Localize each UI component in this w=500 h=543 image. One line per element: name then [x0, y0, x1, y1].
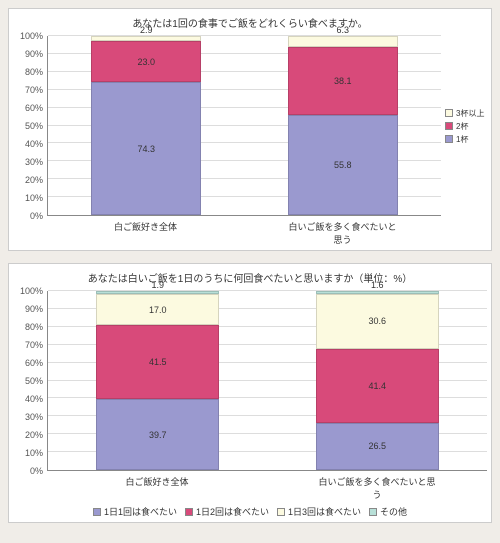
segment-value-label: 55.8	[334, 160, 352, 170]
bar-segment: 26.5	[316, 423, 439, 470]
y-tick: 10%	[25, 448, 43, 458]
y-tick: 80%	[25, 322, 43, 332]
chart-1-plot: 2.923.074.36.338.155.8	[47, 36, 441, 216]
legend-label: 1日3回は食べたい	[288, 505, 361, 518]
y-tick: 90%	[25, 49, 43, 59]
segment-value-label: 41.4	[368, 381, 386, 391]
legend-item: 2杯	[445, 121, 487, 132]
y-tick: 100%	[20, 31, 43, 41]
x-axis-label: 白ご飯好き全体	[95, 475, 218, 501]
bar-segment: 38.1	[288, 47, 398, 115]
chart-2-x-labels: 白ご飯好き全体 白いご飯を多く食べたいと思う	[47, 475, 487, 501]
segment-value-label: 6.3	[336, 25, 349, 35]
segment-value-label: 74.3	[137, 144, 155, 154]
bars-row: 2.923.074.36.338.155.8	[48, 36, 441, 215]
y-tick: 40%	[25, 139, 43, 149]
legend-label: 3杯以上	[456, 108, 484, 119]
y-tick: 20%	[25, 430, 43, 440]
segment-value-label: 2.9	[140, 25, 153, 35]
y-tick: 60%	[25, 103, 43, 113]
y-tick: 70%	[25, 340, 43, 350]
y-tick: 0%	[30, 466, 43, 476]
x-axis-label: 白いご飯を多く食べたいと思う	[287, 220, 397, 246]
chart-1-title: あなたは1回の食事でご飯をどれくらい食べますか。	[13, 15, 487, 30]
legend-item: 1日2回は食べたい	[185, 505, 269, 518]
legend-item: 3杯以上	[445, 108, 487, 119]
segment-value-label: 30.6	[368, 316, 386, 326]
legend-label: 1日1回は食べたい	[104, 505, 177, 518]
chart-2-title: あなたは白いご飯を1日のうちに何回食べたいと思いますか（単位：%）	[13, 270, 487, 285]
legend-swatch	[277, 508, 285, 516]
legend-swatch	[93, 508, 101, 516]
legend-swatch	[185, 508, 193, 516]
chart-1-y-axis: 0%10%20%30%40%50%60%70%80%90%100%	[13, 36, 47, 216]
y-tick: 60%	[25, 358, 43, 368]
segment-value-label: 38.1	[334, 76, 352, 86]
segment-value-label: 23.0	[137, 57, 155, 67]
legend-label: 1日2回は食べたい	[196, 505, 269, 518]
bar-segment: 74.3	[91, 82, 201, 215]
y-tick: 40%	[25, 394, 43, 404]
y-tick: 80%	[25, 67, 43, 77]
chart-2-plot: 1.917.041.539.71.630.641.426.5	[47, 291, 487, 471]
y-tick: 20%	[25, 175, 43, 185]
bar-segment: 6.3	[288, 36, 398, 47]
chart-1-body: 0%10%20%30%40%50%60%70%80%90%100% 2.923.…	[13, 36, 487, 216]
bar-column: 6.3 38.1 55.8	[288, 36, 398, 215]
bar-segment: 39.7	[96, 399, 219, 470]
bars-row: 1.917.041.539.71.630.641.426.5	[48, 291, 487, 470]
segment-value-label: 17.0	[149, 305, 167, 315]
legend-label: 1杯	[456, 134, 468, 145]
legend-swatch	[369, 508, 377, 516]
legend-label: その他	[380, 505, 407, 518]
bar-segment: 41.4	[316, 349, 439, 423]
chart-2-body: 0%10%20%30%40%50%60%70%80%90%100% 1.917.…	[13, 291, 487, 471]
bar-segment: 55.8	[288, 115, 398, 215]
y-tick: 50%	[25, 121, 43, 131]
legend-swatch	[445, 135, 453, 143]
chart-2-y-axis: 0%10%20%30%40%50%60%70%80%90%100%	[13, 291, 47, 471]
bar-segment: 17.0	[96, 294, 219, 324]
y-tick: 100%	[20, 286, 43, 296]
bar-segment: 41.5	[96, 325, 219, 399]
segment-value-label: 26.5	[368, 441, 386, 451]
x-axis-label: 白いご飯を多く食べたいと思う	[315, 475, 438, 501]
legend-item: 1杯	[445, 134, 487, 145]
legend-item: 1日1回は食べたい	[93, 505, 177, 518]
bar-column: 1.630.641.426.5	[316, 291, 439, 470]
segment-value-label: 39.7	[149, 430, 167, 440]
segment-value-label: 1.6	[371, 280, 384, 290]
y-tick: 0%	[30, 211, 43, 221]
y-tick: 90%	[25, 304, 43, 314]
bar-column: 2.923.074.3	[91, 36, 201, 215]
bar-segment: 23.0	[91, 41, 201, 82]
y-tick: 50%	[25, 376, 43, 386]
legend-swatch	[445, 122, 453, 130]
bar-segment: 30.6	[316, 294, 439, 349]
segment-value-label: 1.9	[151, 280, 164, 290]
y-tick: 30%	[25, 412, 43, 422]
chart-1-panel: あなたは1回の食事でご飯をどれくらい食べますか。 0% 10% 20% 30% 40% 5…	[8, 8, 492, 251]
legend-item: 1日3回は食べたい	[277, 505, 361, 518]
legend-label: 2杯	[456, 121, 468, 132]
chart-1-legend: 3杯以上 2杯 1杯	[441, 36, 487, 216]
y-tick: 70%	[25, 85, 43, 95]
legend-swatch	[445, 109, 453, 117]
segment-value-label: 41.5	[149, 357, 167, 367]
y-tick: 10%	[25, 193, 43, 203]
bar-column: 1.917.041.539.7	[96, 291, 219, 470]
chart-2-legend: 1日1回は食べたい 1日2回は食べたい 1日3回は食べたい その他	[13, 505, 487, 518]
x-axis-label: 白ご飯好き全体	[90, 220, 200, 246]
chart-2-panel: あなたは白いご飯を1日のうちに何回食べたいと思いますか（単位：%） 0% 10% 2…	[8, 263, 492, 523]
y-tick: 30%	[25, 157, 43, 167]
chart-1-x-labels: 白ご飯好き全体 白いご飯を多く食べたいと思う	[47, 220, 441, 246]
legend-item: その他	[369, 505, 407, 518]
